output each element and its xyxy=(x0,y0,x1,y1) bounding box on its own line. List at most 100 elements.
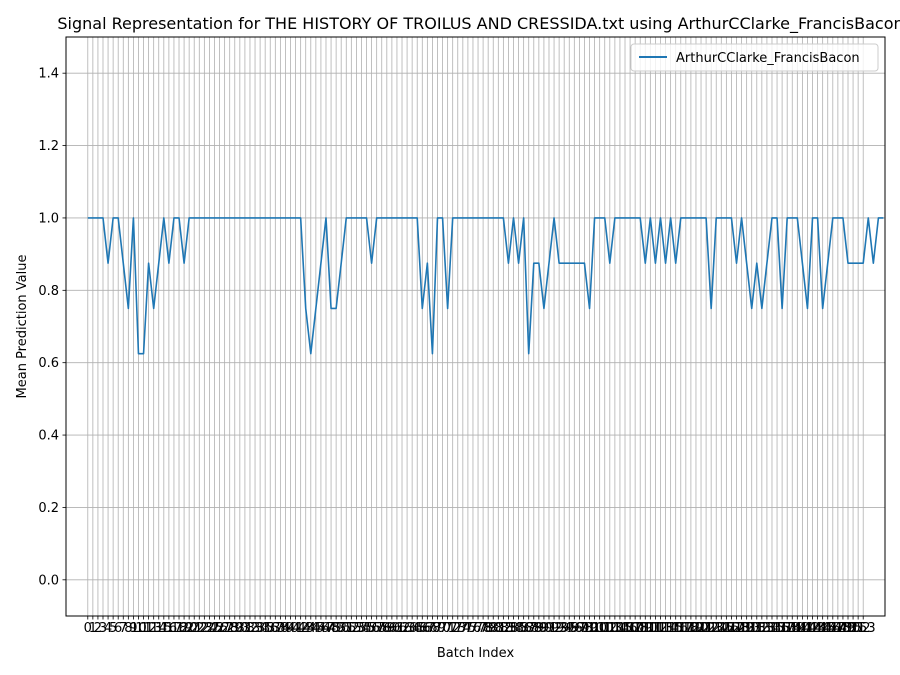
x-tick-label: 39 xyxy=(277,621,294,636)
x-tick-label: 53 xyxy=(348,621,365,636)
x-tick-label: 14 xyxy=(150,621,167,636)
x-tick-label: 27 xyxy=(216,621,233,636)
x-tick-label: 29 xyxy=(226,621,243,636)
x-tick-label: 81 xyxy=(490,621,507,636)
x-tick-label: 142 xyxy=(795,621,820,636)
y-tick-label: 1.4 xyxy=(38,67,59,82)
x-tick-label: 105 xyxy=(608,621,633,636)
x-tick-label: 92 xyxy=(546,621,563,636)
x-tick-label: 47 xyxy=(318,621,335,636)
x-tick-label: 2 xyxy=(94,621,102,636)
series-line xyxy=(87,217,884,355)
x-tick-label: 123 xyxy=(699,621,724,636)
x-tick-label: 11 xyxy=(135,621,152,636)
x-tick-label: 145 xyxy=(810,621,835,636)
x-tick-label: 149 xyxy=(831,621,856,636)
x-tick-label: 127 xyxy=(719,621,744,636)
x-tick-label: 139 xyxy=(780,621,805,636)
x-tick-label: 135 xyxy=(760,621,785,636)
x-tick-label: 96 xyxy=(566,621,583,636)
x-tick-label: 125 xyxy=(709,621,734,636)
x-tick-label: 115 xyxy=(658,621,683,636)
x-tick-label: 119 xyxy=(678,621,703,636)
x-tick-label: 4 xyxy=(104,621,112,636)
x-tick-label: 74 xyxy=(455,621,472,636)
x-tick-label: 93 xyxy=(551,621,568,636)
x-tick-label: 87 xyxy=(520,621,537,636)
x-tick-label: 86 xyxy=(515,621,532,636)
x-tick-label: 108 xyxy=(623,621,648,636)
x-tick-label: 60 xyxy=(384,621,401,636)
x-tick-label: 30 xyxy=(232,621,249,636)
x-axis-label: Batch Index xyxy=(437,646,515,661)
x-tick-label: 56 xyxy=(363,621,380,636)
x-tick-label: 63 xyxy=(399,621,416,636)
x-tick-label: 129 xyxy=(729,621,754,636)
x-tick-label: 110 xyxy=(633,621,658,636)
y-axis-ticks: 0.0 0.2 0.4 0.6 0.8 1.0 1.2 1.4 xyxy=(38,67,66,588)
x-tick-label: 116 xyxy=(663,621,688,636)
x-tick-label: 114 xyxy=(653,621,678,636)
x-tick-label: 66 xyxy=(414,621,431,636)
chart-title: Signal Representation for THE HISTORY OF… xyxy=(57,14,900,34)
x-tick-label: 85 xyxy=(510,621,527,636)
x-tick-label: 126 xyxy=(714,621,739,636)
x-tick-label: 51 xyxy=(338,621,355,636)
x-tick-label: 112 xyxy=(643,621,668,636)
x-tick-label: 21 xyxy=(186,621,203,636)
plot-frame xyxy=(65,36,886,617)
x-tick-label: 89 xyxy=(531,621,548,636)
x-tick-label: 9 xyxy=(129,621,137,636)
x-tick-label: 138 xyxy=(775,621,800,636)
x-tick-label: 62 xyxy=(394,621,411,636)
x-tick-label: 26 xyxy=(211,621,228,636)
x-tick-label: 106 xyxy=(613,621,638,636)
x-tick-label: 35 xyxy=(257,621,274,636)
x-tick-label: 77 xyxy=(470,621,487,636)
x-tick-label: 49 xyxy=(328,621,345,636)
x-tick-label: 76 xyxy=(465,621,482,636)
x-tick-label: 118 xyxy=(673,621,698,636)
x-tick-label: 144 xyxy=(805,621,830,636)
x-tick-label: 78 xyxy=(475,621,492,636)
x-tick-label: 59 xyxy=(379,621,396,636)
x-tick-label: 120 xyxy=(684,621,709,636)
x-tick-label: 121 xyxy=(689,621,714,636)
x-tick-label: 75 xyxy=(460,621,477,636)
x-tick-label: 84 xyxy=(505,621,522,636)
grid-lines xyxy=(66,37,885,616)
x-tick-label: 12 xyxy=(140,621,157,636)
series-layer xyxy=(87,217,884,355)
x-tick-label: 55 xyxy=(358,621,375,636)
y-axis-label: Mean Prediction Value xyxy=(15,255,30,399)
x-tick-label: 102 xyxy=(592,621,617,636)
x-tick-label: 130 xyxy=(734,621,759,636)
x-tick-label: 33 xyxy=(247,621,264,636)
x-tick-label: 137 xyxy=(770,621,795,636)
x-tick-label: 104 xyxy=(602,621,627,636)
x-tick-label: 23 xyxy=(196,621,213,636)
x-tick-label: 150 xyxy=(836,621,861,636)
x-tick-label: 146 xyxy=(815,621,840,636)
x-tick-label: 70 xyxy=(434,621,451,636)
y-tick-label: 0.8 xyxy=(38,284,59,299)
x-tick-label: 57 xyxy=(368,621,385,636)
x-tick-label: 34 xyxy=(252,621,269,636)
legend: ArthurCClarke_FrancisBacon xyxy=(630,43,879,72)
x-tick-label: 18 xyxy=(171,621,188,636)
x-tick-label: 50 xyxy=(333,621,350,636)
x-tick-label: 22 xyxy=(191,621,208,636)
x-tick-label: 41 xyxy=(287,621,304,636)
x-tick-label: 80 xyxy=(485,621,502,636)
x-tick-label: 103 xyxy=(597,621,622,636)
x-tick-label: 36 xyxy=(262,621,279,636)
x-tick-label: 83 xyxy=(500,621,517,636)
x-tick-label: 117 xyxy=(668,621,693,636)
x-tick-label: 5 xyxy=(109,621,117,636)
legend-label: ArthurCClarke_FrancisBacon xyxy=(676,51,860,66)
y-tick-label: 0.6 xyxy=(38,356,59,371)
x-tick-label: 46 xyxy=(313,621,330,636)
